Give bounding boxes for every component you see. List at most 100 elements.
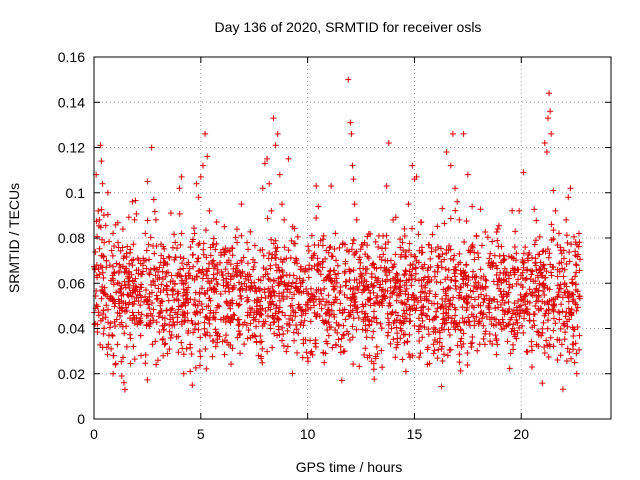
data-point	[118, 358, 125, 365]
data-point	[227, 299, 234, 306]
data-point	[221, 351, 228, 358]
data-point	[491, 295, 498, 302]
data-point	[122, 300, 129, 307]
data-point	[387, 294, 394, 301]
data-point	[234, 226, 241, 233]
data-point	[153, 296, 160, 303]
data-point	[229, 245, 236, 252]
data-point	[473, 233, 480, 240]
data-point	[394, 292, 401, 299]
data-point	[573, 307, 580, 314]
data-point	[103, 257, 110, 264]
data-point	[559, 386, 566, 393]
data-point	[407, 251, 414, 258]
data-point	[337, 349, 344, 356]
data-point	[533, 293, 540, 300]
data-point	[434, 262, 441, 269]
data-point	[398, 251, 405, 258]
data-point	[292, 255, 299, 262]
data-point	[159, 276, 166, 283]
data-point	[226, 288, 233, 295]
data-point	[444, 352, 451, 359]
data-point	[295, 330, 302, 337]
data-point	[405, 201, 412, 208]
data-point	[548, 272, 555, 279]
data-point	[456, 216, 463, 223]
data-point	[441, 256, 448, 263]
data-point	[440, 310, 447, 317]
data-point	[332, 271, 339, 278]
data-point	[265, 285, 272, 292]
data-point	[467, 248, 474, 255]
data-point	[110, 230, 117, 237]
data-point	[92, 320, 99, 327]
data-point	[393, 297, 400, 304]
data-point	[379, 302, 386, 309]
data-point	[574, 288, 581, 295]
data-point	[388, 311, 395, 318]
data-point	[251, 259, 258, 266]
data-point	[270, 278, 277, 285]
data-point	[264, 348, 271, 355]
data-point	[196, 267, 203, 274]
data-point	[246, 271, 253, 278]
data-point	[359, 326, 366, 333]
data-point	[180, 351, 187, 358]
data-point	[197, 309, 204, 316]
data-point	[130, 241, 137, 248]
data-point	[227, 305, 234, 312]
data-point	[556, 316, 563, 323]
data-point	[128, 293, 135, 300]
data-point	[419, 249, 426, 256]
data-point	[397, 317, 404, 324]
data-point	[174, 314, 181, 321]
data-point	[345, 309, 352, 316]
data-point	[524, 349, 531, 356]
data-point	[174, 288, 181, 295]
data-point	[494, 298, 501, 305]
data-point	[425, 306, 432, 313]
data-point	[413, 173, 420, 180]
data-point	[350, 284, 357, 291]
data-point	[354, 283, 361, 290]
data-point	[576, 332, 583, 339]
data-point	[169, 291, 176, 298]
data-point	[95, 312, 102, 319]
data-point	[323, 338, 330, 345]
data-point	[235, 328, 242, 335]
data-point	[138, 284, 145, 291]
data-point	[327, 243, 334, 250]
data-point	[570, 291, 577, 298]
data-point	[174, 245, 181, 252]
data-point	[494, 237, 501, 244]
data-point	[300, 340, 307, 347]
data-point	[141, 298, 148, 305]
data-point	[214, 280, 221, 287]
data-point	[288, 283, 295, 290]
data-point	[364, 313, 371, 320]
data-point	[373, 319, 380, 326]
data-point	[99, 286, 106, 293]
data-point	[269, 344, 276, 351]
data-point	[531, 206, 538, 213]
data-point	[114, 341, 121, 348]
data-point	[391, 317, 398, 324]
data-point	[547, 334, 554, 341]
data-point	[442, 309, 449, 316]
data-point	[486, 255, 493, 262]
data-point	[201, 289, 208, 296]
data-point	[490, 278, 497, 285]
data-point	[195, 242, 202, 249]
data-point	[382, 278, 389, 285]
data-point	[454, 323, 461, 330]
data-point	[309, 254, 316, 261]
data-point	[157, 289, 164, 296]
data-point	[119, 226, 126, 233]
data-point	[276, 171, 283, 178]
data-point	[538, 332, 545, 339]
data-point	[439, 295, 446, 302]
data-point	[440, 351, 447, 358]
data-point	[529, 347, 536, 354]
data-point	[227, 341, 234, 348]
